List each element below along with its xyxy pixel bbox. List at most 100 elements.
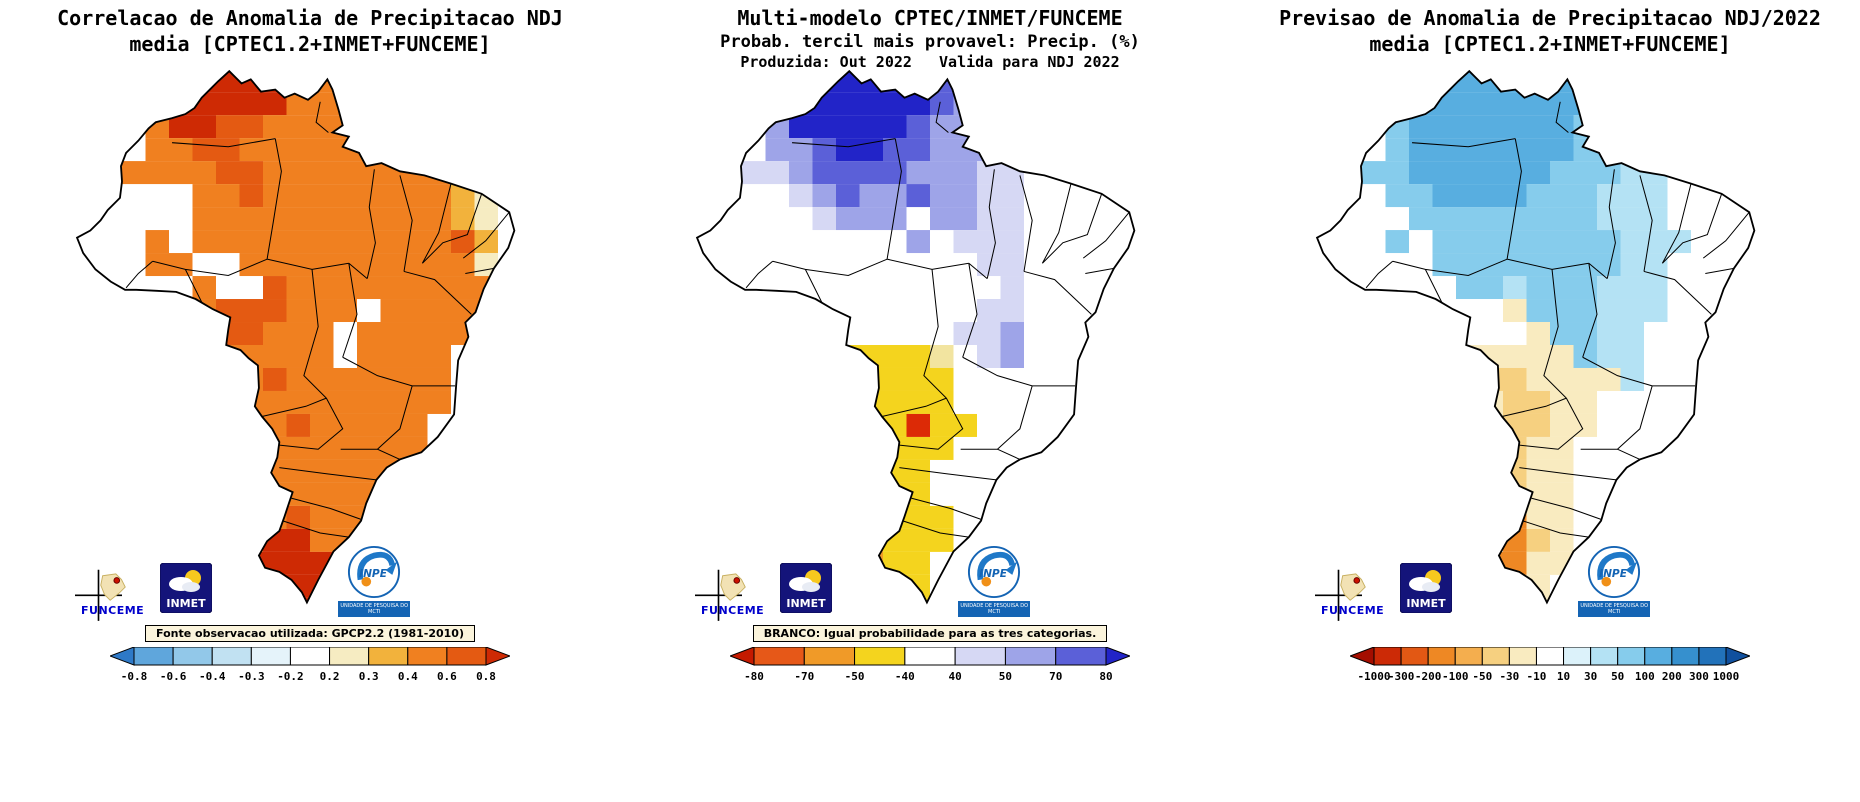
inmet-label: INMET xyxy=(1407,597,1447,610)
inmet-logo: INMET xyxy=(779,562,833,617)
inpe-swirl-icon xyxy=(357,551,396,581)
svg-text:-200: -200 xyxy=(1415,670,1442,683)
panel-forecast-title: Previsao de Anomalia de Precipitacao NDJ… xyxy=(1279,0,1821,69)
svg-text:70: 70 xyxy=(1049,670,1062,683)
data-cells xyxy=(1362,71,1750,603)
source-note: Fonte observacao utilizada: GPCP2.2 (198… xyxy=(145,624,475,642)
svg-text:200: 200 xyxy=(1662,670,1682,683)
svg-text:80: 80 xyxy=(1099,670,1112,683)
svg-text:0.4: 0.4 xyxy=(398,670,418,683)
logo-row: FUNCEME INMET xyxy=(701,545,1031,617)
svg-text:30: 30 xyxy=(1584,670,1597,683)
svg-text:-50: -50 xyxy=(1472,670,1492,683)
inpe-swirl-icon xyxy=(977,551,1016,581)
inpe-sublabel: UNIDADE DE PESQUISA DO MCTI xyxy=(338,601,411,617)
svg-text:100: 100 xyxy=(1635,670,1655,683)
country-outline xyxy=(1315,69,1756,605)
svg-text:0.3: 0.3 xyxy=(359,670,379,683)
funceme-map-icon xyxy=(1339,573,1366,601)
svg-text:-80: -80 xyxy=(744,670,764,683)
inmet-label: INMET xyxy=(167,597,207,610)
brazil-map-correlation xyxy=(75,69,516,621)
svg-text:-40: -40 xyxy=(895,670,915,683)
inpe-swirl-icon xyxy=(1597,551,1636,581)
inpe-label: INPE xyxy=(1599,568,1628,580)
title-line: Produzida: Out 2022 Valida para NDJ 2022 xyxy=(740,53,1120,72)
inpe-dot-icon xyxy=(981,576,992,587)
branco-note: BRANCO: Igual probabilidade para as tres… xyxy=(752,624,1108,642)
svg-text:-10: -10 xyxy=(1527,670,1547,683)
panel-forecast: Previsao de Anomalia de Precipitacao NDJ… xyxy=(1240,0,1860,687)
svg-text:-0.4: -0.4 xyxy=(199,670,226,683)
inmet-logo: INMET xyxy=(159,562,213,617)
funceme-logo: FUNCEME xyxy=(81,572,144,617)
svg-text:-1000: -1000 xyxy=(1357,670,1390,683)
svg-text:50: 50 xyxy=(999,670,1012,683)
title-line: media [CPTEC1.2+INMET+FUNCEME] xyxy=(129,32,491,56)
funceme-map-icon xyxy=(719,573,746,601)
title-line: Correlacao de Anomalia de Precipitacao N… xyxy=(57,6,563,30)
svg-text:10: 10 xyxy=(1557,670,1570,683)
country-outline xyxy=(75,69,516,605)
inpe-sublabel: UNIDADE DE PESQUISA DO MCTI xyxy=(958,601,1031,617)
inpe-arrow-icon xyxy=(1005,561,1018,575)
inpe-logo: INPE UNIDADE DE PESQUISA DO MCTI xyxy=(338,545,411,617)
funceme-logo: FUNCEME xyxy=(701,572,764,617)
svg-text:-0.2: -0.2 xyxy=(277,670,304,683)
inmet-label: INMET xyxy=(787,597,827,610)
svg-text:0.8: 0.8 xyxy=(476,670,496,683)
svg-text:50: 50 xyxy=(1611,670,1624,683)
inpe-logo: INPE UNIDADE DE PESQUISA DO MCTI xyxy=(958,545,1031,617)
svg-text:-70: -70 xyxy=(794,670,814,683)
data-cells xyxy=(122,71,510,603)
svg-text:-300: -300 xyxy=(1388,670,1415,683)
map-area-probability: FUNCEME INMET xyxy=(695,69,1165,621)
note-row: BRANCO: Igual probabilidade para as tres… xyxy=(752,621,1108,645)
title-line: Multi-modelo CPTEC/INMET/FUNCEME xyxy=(737,6,1123,30)
inpe-logo: INPE UNIDADE DE PESQUISA DO MCTI xyxy=(1578,545,1651,617)
title-line: Probab. tercil mais provavel: Precip. (%… xyxy=(720,32,1140,52)
svg-text:-100: -100 xyxy=(1442,670,1469,683)
svg-text:-0.8: -0.8 xyxy=(121,670,148,683)
svg-text:0.2: 0.2 xyxy=(320,670,340,683)
colorbar-probability: -80 -70 -50 -40 40 50 70 80 xyxy=(730,647,1130,683)
note-row: Fonte observacao utilizada: GPCP2.2 (198… xyxy=(145,621,475,645)
colorbar-forecast: -1000-300 -200 -100 -50 -30 -10 10 30 50 100 200 30… xyxy=(1350,647,1750,683)
svg-text:-50: -50 xyxy=(845,670,865,683)
colorbar-correlation: -0.8 -0.6 -0.4 -0.3 -0.2 0.2 0.3 0.4 0.6 0.8 xyxy=(110,647,510,683)
title-line: Previsao de Anomalia de Precipitacao NDJ… xyxy=(1279,6,1821,30)
logo-row: FUNCEME INMET xyxy=(1321,545,1651,617)
panel-correlation: Correlacao de Anomalia de Precipitacao N… xyxy=(0,0,620,687)
svg-text:1000: 1000 xyxy=(1713,670,1740,683)
brazil-map-probability xyxy=(695,69,1136,621)
data-cells xyxy=(742,71,1130,603)
svg-text:300: 300 xyxy=(1689,670,1709,683)
funceme-label: FUNCEME xyxy=(701,604,765,617)
page: Correlacao de Anomalia de Precipitacao N… xyxy=(0,0,1860,687)
country-outline xyxy=(695,69,1136,605)
inpe-label: INPE xyxy=(359,568,388,580)
inpe-arrow-icon xyxy=(1625,561,1638,575)
map-area-forecast: FUNCEME INMET xyxy=(1315,69,1785,621)
inpe-label: INPE xyxy=(979,568,1008,580)
inpe-dot-icon xyxy=(1601,576,1612,587)
svg-text:-0.6: -0.6 xyxy=(160,670,187,683)
panel-probability: Multi-modelo CPTEC/INMET/FUNCEME Probab.… xyxy=(620,0,1240,687)
inpe-arrow-icon xyxy=(385,561,398,575)
brazil-map-forecast xyxy=(1315,69,1756,621)
svg-text:0.6: 0.6 xyxy=(437,670,457,683)
map-area-correlation: FUNCEME INMET xyxy=(75,69,545,621)
funceme-label: FUNCEME xyxy=(1321,604,1385,617)
funceme-label: FUNCEME xyxy=(81,604,145,617)
inmet-logo: INMET xyxy=(1399,562,1453,617)
panel-correlation-title: Correlacao de Anomalia de Precipitacao N… xyxy=(57,0,563,69)
inpe-sublabel: UNIDADE DE PESQUISA DO MCTI xyxy=(1578,601,1651,617)
logo-row: FUNCEME INMET xyxy=(81,545,411,617)
svg-text:40: 40 xyxy=(949,670,962,683)
inpe-dot-icon xyxy=(361,576,372,587)
svg-text:-30: -30 xyxy=(1499,670,1519,683)
funceme-map-icon xyxy=(99,573,126,601)
funceme-logo: FUNCEME xyxy=(1321,572,1384,617)
panel-probability-title: Multi-modelo CPTEC/INMET/FUNCEME Probab.… xyxy=(720,0,1140,71)
title-line: media [CPTEC1.2+INMET+FUNCEME] xyxy=(1369,32,1731,56)
